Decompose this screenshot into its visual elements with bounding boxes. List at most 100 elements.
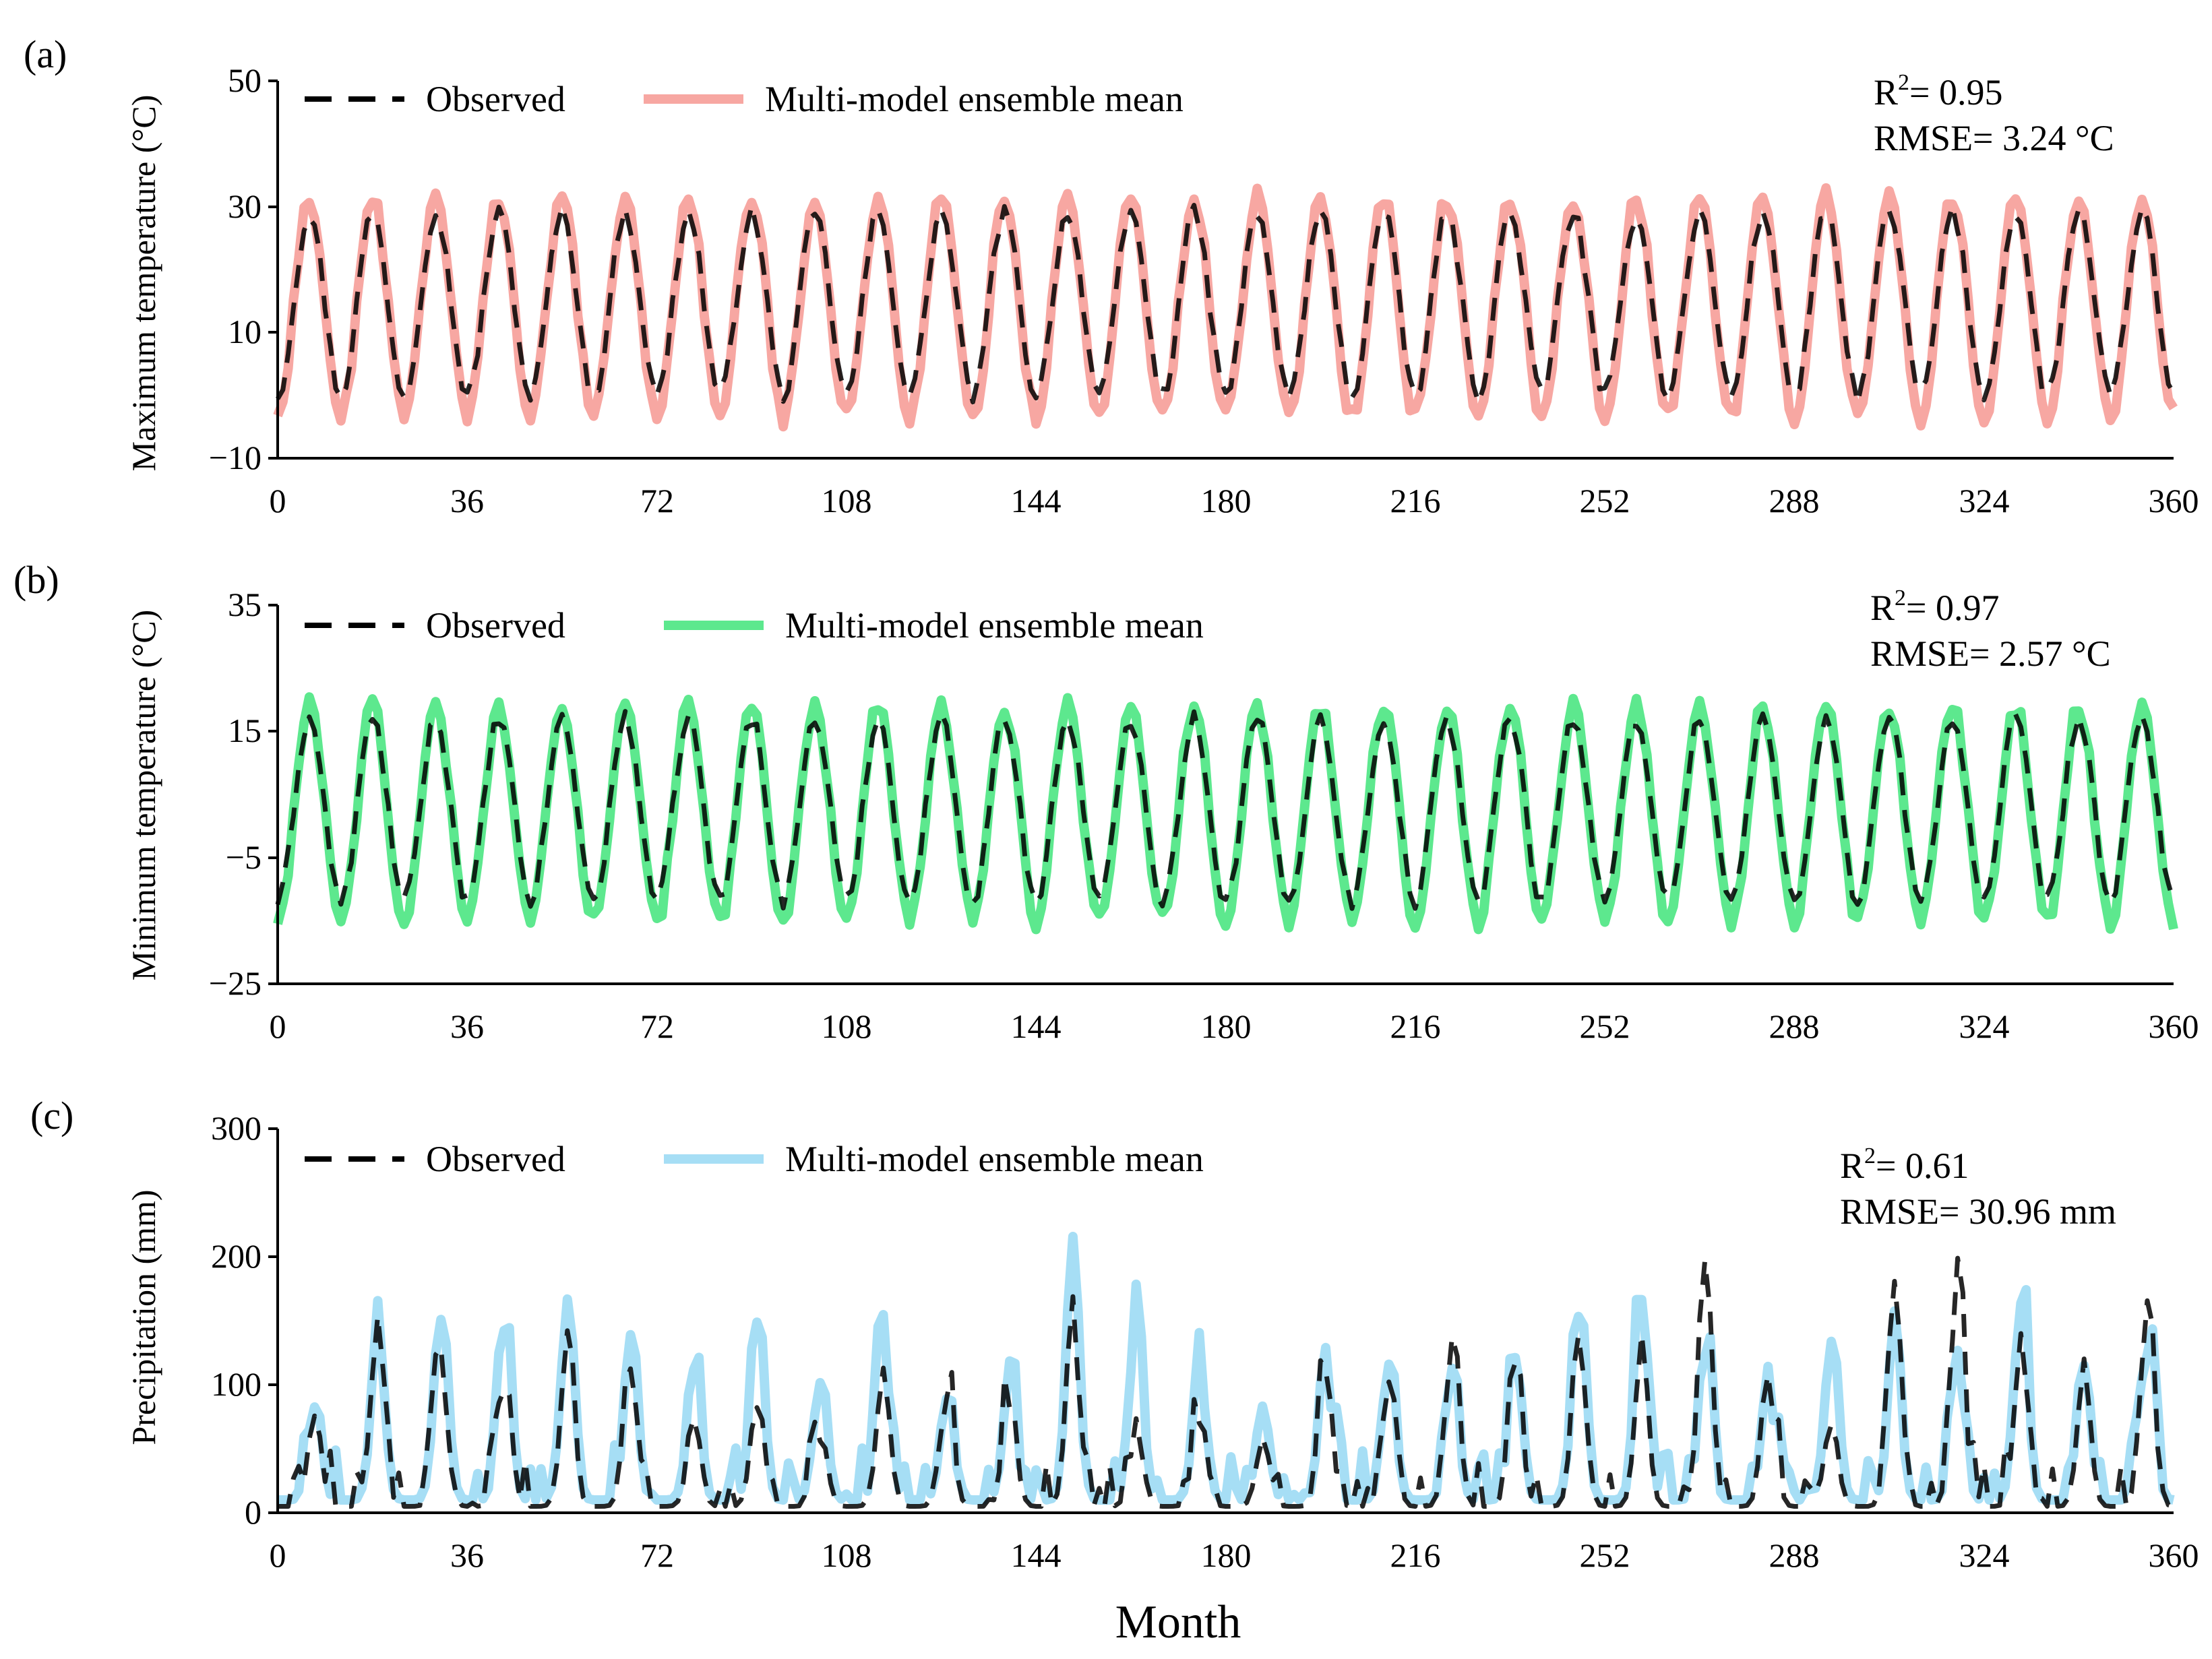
panel-b-x-tick-label: 36 <box>450 1007 484 1045</box>
panel-b-stats: R2= 0.97 RMSE= 2.57 °C <box>1870 586 2111 674</box>
panel-a-legend: Observed Multi-model ensemble mean <box>305 79 1184 119</box>
r2-value: = 0.95 <box>1909 72 2002 113</box>
panel-c-y-tick-label: 100 <box>211 1365 262 1403</box>
r2-symbol: R <box>1870 588 1895 628</box>
panel-b-ensemble-line <box>273 692 2178 935</box>
panel-a-x-tick-label: 288 <box>1769 482 1820 520</box>
panel-c-x-tick-label: 108 <box>822 1536 872 1574</box>
panel-b-x-ticks: 0 36 72 108 144 180 216 252 288 324 360 <box>270 1007 2199 1045</box>
panel-a-label: (a) <box>24 32 67 76</box>
panel-a-y-tick-label: 50 <box>228 61 262 99</box>
panel-c-x-tick-label: 216 <box>1390 1536 1441 1574</box>
panel-a-y-tick-label: 10 <box>228 313 262 350</box>
panel-a-x-tick-label: 360 <box>2149 482 2199 520</box>
panel-a-x-tick-label: 216 <box>1390 482 1441 520</box>
panel-a-observed-series-group <box>275 203 2176 406</box>
r2-value: = 0.97 <box>1906 588 1999 628</box>
r2-superscript: 2 <box>1864 1144 1876 1168</box>
panel-b-rmse: RMSE= 2.57 °C <box>1870 633 2111 674</box>
panel-c-ensemble-line <box>278 1232 2175 1505</box>
panel-a-x-ticks: 0 36 72 108 144 180 216 252 288 324 360 <box>270 482 2199 520</box>
panel-c-y-tick-label: 300 <box>211 1109 262 1147</box>
panel-b-observed-series-group <box>275 709 2176 911</box>
panel-b-legend-ensemble-label: Multi-model ensemble mean <box>785 605 1204 646</box>
panel-a-x-tick-label: 252 <box>1580 482 1630 520</box>
panel-c-x-ticks: 0 36 72 108 144 180 216 252 288 324 360 <box>270 1536 2199 1574</box>
panel-a-r2: R2= 0.95 <box>1874 70 2003 113</box>
panel-c-x-tick-label: 144 <box>1011 1536 1062 1574</box>
panel-a-x-tick-label: 108 <box>822 482 872 520</box>
panel-b-y-ticks: 35 15 −5 −25 <box>209 586 278 1002</box>
panel-c-stats: R2= 0.61 RMSE= 30.96 mm <box>1840 1144 2116 1232</box>
r2-superscript: 2 <box>1898 70 1909 95</box>
panel-a-y-ticks: 50 30 10 −10 <box>209 61 278 476</box>
r2-symbol: R <box>1874 72 1898 113</box>
panel-c-precipitation: (c) Precipitation (mm) 300 200 100 0 0 3… <box>30 1094 2199 1574</box>
panel-c-x-tick-label: 72 <box>640 1536 674 1574</box>
r2-symbol: R <box>1840 1146 1864 1186</box>
panel-b-legend-observed-label: Observed <box>426 605 565 646</box>
panel-a-y-tick-label: −10 <box>209 439 262 476</box>
panel-b-x-tick-label: 216 <box>1390 1007 1441 1045</box>
panel-b-x-tick-label: 324 <box>1959 1007 2010 1045</box>
panel-c-x-tick-label: 252 <box>1580 1536 1630 1574</box>
panel-b-observed-line <box>275 709 2176 911</box>
panel-b-x-tick-label: 108 <box>822 1007 872 1045</box>
panel-a-observed-line <box>275 203 2176 406</box>
panel-c-x-tick-label: 324 <box>1959 1536 2010 1574</box>
x-axis-title: Month <box>1115 1596 1241 1648</box>
panel-b-ensemble-series-group <box>273 692 2178 935</box>
panel-b-y-tick-label: −5 <box>226 838 262 876</box>
panel-b-x-tick-label: 360 <box>2149 1007 2199 1045</box>
panel-c-observed-line <box>278 1255 2174 1509</box>
panel-c-y-ticks: 300 200 100 0 <box>211 1109 278 1531</box>
panel-c-x-tick-label: 0 <box>270 1536 286 1574</box>
panel-a-legend-ensemble-label: Multi-model ensemble mean <box>765 79 1184 119</box>
panel-a-max-temperature: (a) Maximum temperature (°C) 50 30 10 −1… <box>24 32 2199 520</box>
panel-a-x-tick-label: 72 <box>640 482 674 520</box>
panel-b-x-tick-label: 288 <box>1769 1007 1820 1045</box>
panel-a-x-tick-label: 324 <box>1959 482 2010 520</box>
panel-a-x-tick-label: 0 <box>270 482 286 520</box>
panel-a-x-tick-label: 144 <box>1011 482 1062 520</box>
panel-c-y-tick-label: 200 <box>211 1237 262 1275</box>
panel-b-legend: Observed Multi-model ensemble mean <box>305 605 1204 646</box>
panel-a-legend-observed-label: Observed <box>426 79 565 119</box>
panel-b-y-tick-label: −25 <box>209 964 262 1002</box>
panel-a-x-tick-label: 36 <box>450 482 484 520</box>
panel-c-legend-observed-label: Observed <box>426 1139 565 1179</box>
panel-b-y-tick-label: 15 <box>228 712 262 749</box>
panel-c-legend: Observed Multi-model ensemble mean <box>305 1139 1204 1179</box>
panel-c-y-axis-label: Precipitation (mm) <box>125 1189 162 1445</box>
panel-c-label: (c) <box>30 1094 73 1137</box>
panel-c-x-tick-label: 360 <box>2149 1536 2199 1574</box>
panel-b-x-tick-label: 180 <box>1201 1007 1252 1045</box>
panel-b-r2: R2= 0.97 <box>1870 586 2000 628</box>
panel-b-label: (b) <box>13 558 59 602</box>
panel-a-y-tick-label: 30 <box>228 187 262 225</box>
panel-a-stats: R2= 0.95 RMSE= 3.24 °C <box>1874 70 2114 158</box>
panel-c-legend-ensemble-label: Multi-model ensemble mean <box>785 1139 1204 1179</box>
panel-b-y-axis-label: Minimum temperature (°C) <box>125 610 162 980</box>
r2-superscript: 2 <box>1895 586 1906 611</box>
panel-c-ensemble-series-group <box>278 1232 2175 1505</box>
panel-b-x-tick-label: 72 <box>640 1007 674 1045</box>
r2-value: = 0.61 <box>1876 1146 1969 1186</box>
panel-c-observed-series-group <box>278 1255 2174 1509</box>
panel-c-r2: R2= 0.61 <box>1840 1144 1969 1186</box>
panel-a-ensemble-line <box>273 183 2178 432</box>
panel-c-y-tick-label: 0 <box>245 1493 262 1531</box>
panel-a-rmse: RMSE= 3.24 °C <box>1874 118 2114 158</box>
panel-a-y-axis-label: Maximum temperature (°C) <box>125 95 162 472</box>
panel-a-ensemble-series-group <box>273 183 2178 432</box>
panel-b-x-tick-label: 252 <box>1580 1007 1630 1045</box>
panel-b-min-temperature: (b) Minimum temperature (°C) 35 15 −5 −2… <box>13 558 2199 1045</box>
panel-c-x-tick-label: 180 <box>1201 1536 1252 1574</box>
panel-c-x-tick-label: 36 <box>450 1536 484 1574</box>
panel-c-rmse: RMSE= 30.96 mm <box>1840 1191 2116 1232</box>
panel-c-x-tick-label: 288 <box>1769 1536 1820 1574</box>
panel-b-x-tick-label: 0 <box>270 1007 286 1045</box>
panel-a-x-tick-label: 180 <box>1201 482 1252 520</box>
panel-b-x-tick-label: 144 <box>1011 1007 1062 1045</box>
